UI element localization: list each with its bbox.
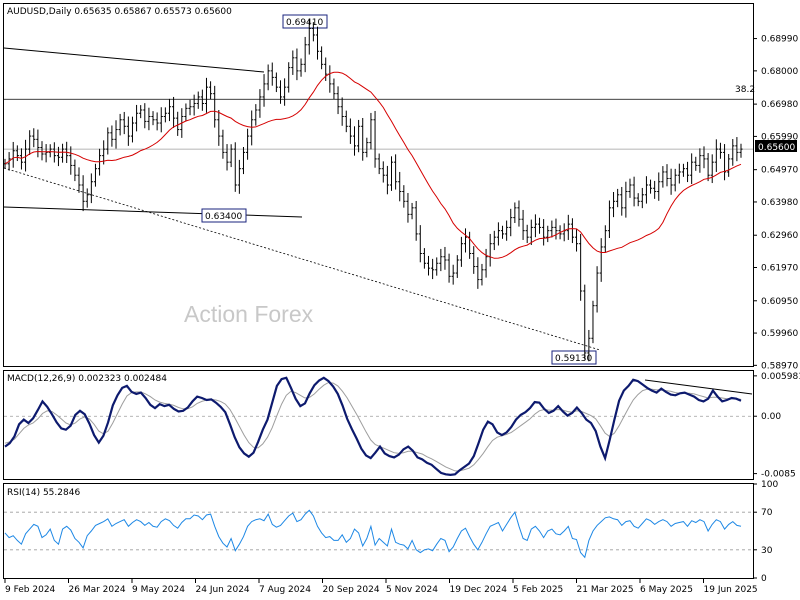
moving-average-line bbox=[4, 71, 742, 259]
x-tick-label: 19 Jun 2025 bbox=[704, 585, 758, 595]
annotation-high: 0.69410 bbox=[282, 14, 328, 29]
macd-pane bbox=[3, 370, 754, 480]
price-pane bbox=[3, 3, 754, 367]
macd-tick-label: 0.005981 bbox=[761, 372, 800, 382]
lower-trendline bbox=[3, 206, 303, 218]
macd-signal-line bbox=[4, 381, 742, 472]
current-price-text: 0.65600 bbox=[758, 143, 795, 153]
price-tick-label: 0.59960 bbox=[761, 329, 798, 339]
macd-axis: 0.005981 0.00 -0.0085 bbox=[753, 372, 800, 480]
price-bars bbox=[3, 18, 753, 362]
price-tick-label: 0.60950 bbox=[761, 297, 798, 307]
macd-title: MACD(12,26,9) 0.002323 0.002484 bbox=[7, 374, 167, 384]
price-tick-label: 0.65990 bbox=[761, 132, 798, 142]
annotation-mid-text: 0.63400 bbox=[205, 212, 242, 222]
x-tick-label: 7 Aug 2024 bbox=[259, 585, 311, 595]
macd-trendline bbox=[644, 379, 753, 395]
rsi-tick-label: 100 bbox=[761, 480, 778, 490]
macd-tick-label: 0.00 bbox=[761, 412, 781, 422]
x-tick-label: 9 Feb 2024 bbox=[5, 585, 56, 595]
price-tick-label: 0.61970 bbox=[761, 264, 798, 274]
annotation-low-text: 0.59130 bbox=[555, 354, 592, 364]
annotation-low: 0.59130 bbox=[551, 350, 597, 365]
x-tick-label: 20 Sep 2024 bbox=[323, 585, 380, 595]
macd-lines bbox=[4, 376, 753, 477]
price-tick-label: 0.68000 bbox=[761, 67, 798, 77]
macd-tick-label: -0.0085 bbox=[761, 470, 796, 480]
rsi-line bbox=[4, 509, 753, 559]
price-tick-label: 0.58970 bbox=[761, 361, 798, 371]
x-axis: 9 Feb 2024 26 Mar 2024 9 May 2024 24 Jun 20… bbox=[4, 579, 758, 595]
x-tick-label: 5 Nov 2024 bbox=[386, 585, 438, 595]
price-tick-label: 0.63980 bbox=[761, 198, 798, 208]
annotation-mid: 0.63400 bbox=[201, 208, 247, 223]
price-axis: 0.68990 0.68000 0.66980 0.65990 0.64970 0.639… bbox=[753, 35, 798, 371]
price-tick-label: 0.66980 bbox=[761, 100, 798, 110]
x-tick-label: 5 Feb 2025 bbox=[513, 585, 563, 595]
rsi-title: RSI(14) 55.2846 bbox=[7, 488, 80, 498]
rsi-tick-label: 70 bbox=[761, 508, 773, 518]
x-tick-label: 19 Dec 2024 bbox=[450, 585, 508, 595]
rsi-pane bbox=[3, 483, 754, 579]
macd-line bbox=[4, 376, 742, 477]
price-tick-label: 0.64970 bbox=[761, 166, 798, 176]
current-price-marker: 0.65600 bbox=[755, 140, 797, 153]
rsi-line bbox=[4, 509, 742, 559]
price-tick-label: 0.62960 bbox=[761, 231, 798, 241]
upper-trendline bbox=[3, 47, 265, 73]
price-tick-label: 0.68990 bbox=[761, 35, 798, 45]
watermark: Action Forex bbox=[184, 301, 314, 327]
rsi-axis: 100 70 30 0 bbox=[753, 480, 778, 584]
rsi-tick-label: 30 bbox=[761, 546, 773, 556]
x-tick-label: 26 Mar 2024 bbox=[69, 585, 126, 595]
price-title: AUDUSD,Daily 0.65635 0.65867 0.65573 0.6… bbox=[7, 7, 232, 17]
annotation-high-text: 0.69410 bbox=[286, 18, 323, 28]
x-tick-label: 21 Mar 2025 bbox=[577, 585, 634, 595]
x-tick-label: 24 Jun 2024 bbox=[196, 585, 250, 595]
x-tick-label: 9 May 2024 bbox=[132, 585, 185, 595]
x-tick-label: 6 May 2025 bbox=[640, 585, 693, 595]
rsi-tick-label: 0 bbox=[761, 574, 767, 584]
fib-label: 38.2 bbox=[735, 85, 755, 95]
